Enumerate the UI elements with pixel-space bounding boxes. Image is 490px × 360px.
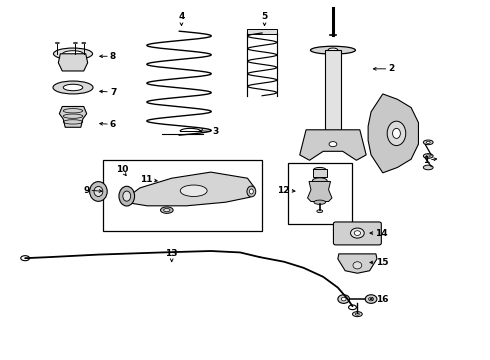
Ellipse shape <box>368 297 373 301</box>
Ellipse shape <box>317 210 323 213</box>
Ellipse shape <box>63 84 83 91</box>
Ellipse shape <box>352 312 362 317</box>
Text: 13: 13 <box>166 249 178 262</box>
Ellipse shape <box>387 121 406 145</box>
Ellipse shape <box>354 231 361 235</box>
Text: 15: 15 <box>370 258 388 267</box>
Bar <box>247 29 277 34</box>
Text: 2: 2 <box>373 64 395 73</box>
Text: 3: 3 <box>200 127 219 136</box>
Ellipse shape <box>365 295 377 303</box>
Ellipse shape <box>311 46 355 54</box>
Ellipse shape <box>314 167 326 172</box>
Text: 4: 4 <box>178 12 185 26</box>
Ellipse shape <box>355 313 359 315</box>
Ellipse shape <box>353 262 362 269</box>
Ellipse shape <box>423 154 433 158</box>
Ellipse shape <box>313 178 327 184</box>
Text: 1: 1 <box>423 156 437 165</box>
Text: 8: 8 <box>100 52 116 61</box>
Ellipse shape <box>314 200 326 204</box>
Ellipse shape <box>55 42 59 44</box>
Polygon shape <box>58 54 88 71</box>
Text: 5: 5 <box>262 12 268 26</box>
Bar <box>288 163 351 224</box>
Polygon shape <box>59 107 87 127</box>
Ellipse shape <box>328 48 338 52</box>
Ellipse shape <box>338 295 349 303</box>
Ellipse shape <box>426 155 430 157</box>
Ellipse shape <box>94 186 103 197</box>
Ellipse shape <box>392 129 400 138</box>
Polygon shape <box>338 254 377 273</box>
Ellipse shape <box>53 81 93 94</box>
Ellipse shape <box>53 48 93 59</box>
Text: 14: 14 <box>370 229 388 238</box>
Ellipse shape <box>249 189 253 194</box>
Ellipse shape <box>119 186 135 206</box>
Text: 9: 9 <box>83 185 102 194</box>
Ellipse shape <box>350 228 364 238</box>
FancyBboxPatch shape <box>333 222 381 245</box>
Text: 12: 12 <box>277 185 295 194</box>
Bar <box>313 169 327 177</box>
Ellipse shape <box>63 51 83 57</box>
Bar <box>103 160 262 231</box>
Ellipse shape <box>123 191 131 201</box>
Ellipse shape <box>90 181 107 201</box>
Ellipse shape <box>82 42 86 44</box>
Bar <box>325 50 341 130</box>
Ellipse shape <box>74 42 77 44</box>
Ellipse shape <box>164 208 170 212</box>
Ellipse shape <box>247 186 256 197</box>
Text: 16: 16 <box>370 294 388 303</box>
Ellipse shape <box>180 185 207 197</box>
Text: 7: 7 <box>100 87 116 96</box>
Ellipse shape <box>423 140 433 145</box>
Text: 6: 6 <box>100 120 116 129</box>
Ellipse shape <box>426 141 430 143</box>
Polygon shape <box>124 172 255 206</box>
Ellipse shape <box>160 207 173 213</box>
Polygon shape <box>308 181 332 202</box>
Ellipse shape <box>329 141 337 147</box>
Text: 10: 10 <box>116 166 128 176</box>
Polygon shape <box>368 94 418 173</box>
Ellipse shape <box>423 165 433 170</box>
Text: 11: 11 <box>140 175 157 184</box>
Polygon shape <box>300 130 366 160</box>
Ellipse shape <box>341 297 346 301</box>
